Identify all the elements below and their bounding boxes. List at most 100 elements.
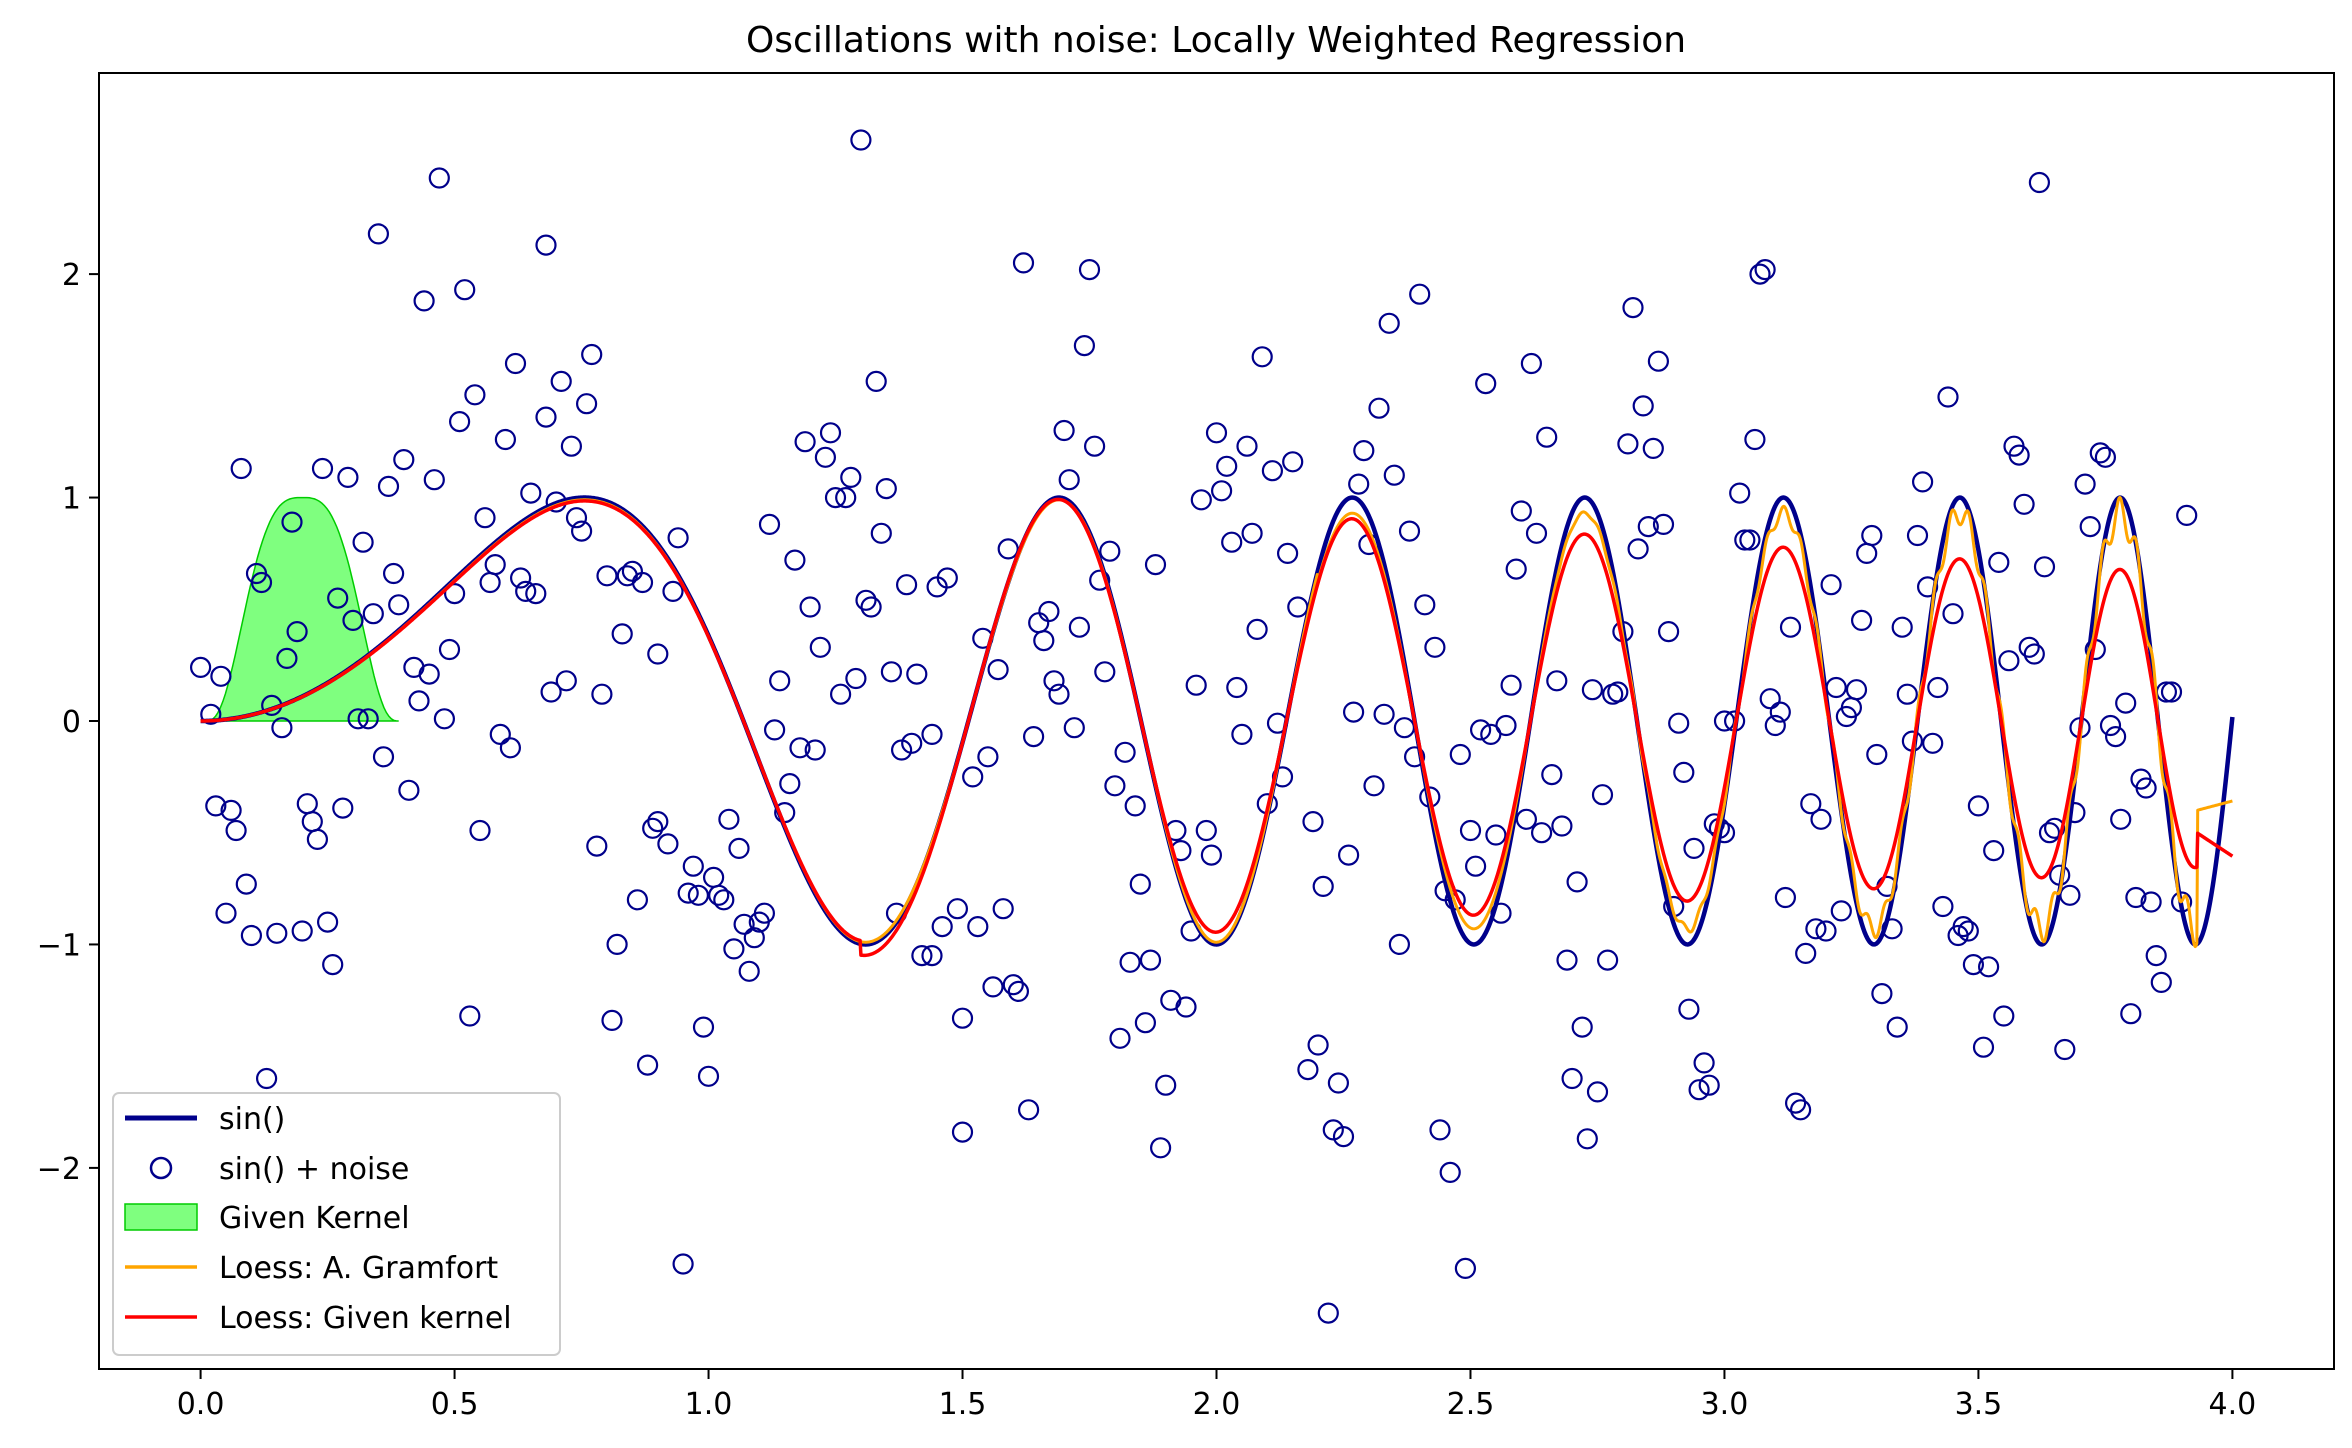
noise-point xyxy=(388,594,410,616)
noise-point xyxy=(931,915,953,938)
noise-point xyxy=(1078,259,1101,281)
y-tick-label: 2 xyxy=(62,258,81,293)
noise-point xyxy=(718,808,740,830)
noise-point xyxy=(1637,515,1659,538)
noise-point xyxy=(1647,350,1670,372)
noise-point xyxy=(906,663,928,685)
noise-point xyxy=(1134,1012,1157,1034)
noise-point xyxy=(2023,643,2045,665)
x-tick-label: 3.5 xyxy=(1955,1387,2003,1422)
noise-point xyxy=(1622,297,1644,319)
noise-point xyxy=(601,1009,623,1032)
noise-point xyxy=(1104,775,1126,797)
noise-point xyxy=(1520,352,1543,375)
noise-point xyxy=(1932,895,1954,918)
noise-point xyxy=(1241,522,1263,544)
noise-point xyxy=(469,819,491,842)
noise-point xyxy=(636,1054,659,1076)
noise-point xyxy=(281,511,303,533)
noise-point xyxy=(1561,1067,1583,1090)
noise-point xyxy=(235,873,257,895)
noise-point xyxy=(520,482,542,504)
noise-point xyxy=(1779,616,1802,638)
noise-point xyxy=(2160,681,2183,703)
noise-point xyxy=(946,898,969,920)
noise-point xyxy=(1627,538,1649,560)
noise-point xyxy=(860,596,882,618)
noise-point xyxy=(1678,998,1700,1020)
noise-point xyxy=(372,746,395,768)
noise-point xyxy=(870,522,892,544)
noise-point xyxy=(677,882,699,904)
noise-point xyxy=(829,683,852,705)
noise-point xyxy=(1403,746,1426,768)
noise-point xyxy=(799,596,821,618)
noise-point xyxy=(1952,915,1974,938)
noise-point xyxy=(779,772,801,795)
noise-point xyxy=(489,723,511,746)
legend-kernel-swatch xyxy=(124,1203,198,1231)
noise-point xyxy=(1353,440,1375,462)
noise-point xyxy=(1546,670,1568,692)
noise-point xyxy=(2150,971,2172,994)
noise-point xyxy=(2110,808,2132,830)
noise-point xyxy=(581,343,603,366)
noise-point xyxy=(200,703,222,725)
noise-point xyxy=(423,469,445,491)
noise-point xyxy=(494,428,516,451)
noise-point xyxy=(1236,435,1258,457)
noise-point xyxy=(560,435,583,457)
noise-point xyxy=(697,1065,720,1087)
noise-point xyxy=(1749,263,1771,285)
noise-point xyxy=(1475,373,1497,395)
noise-point xyxy=(240,924,262,947)
noise-point xyxy=(1414,594,1436,616)
noise-point xyxy=(1216,455,1238,477)
noise-point xyxy=(911,944,933,967)
noise-point xyxy=(2120,1003,2142,1025)
noise-point xyxy=(550,370,572,392)
x-tick-label: 2.0 xyxy=(1193,1387,1241,1422)
noise-point xyxy=(1155,1074,1177,1096)
noise-point xyxy=(1683,837,1705,860)
noise-point xyxy=(484,553,506,576)
noise-point xyxy=(367,223,389,245)
noise-point xyxy=(1673,761,1695,784)
noise-point xyxy=(591,683,613,705)
noise-point xyxy=(1048,683,1070,705)
noise-point xyxy=(901,732,923,754)
loess-layer xyxy=(199,497,2234,958)
noise-point xyxy=(1409,283,1431,305)
noise-point xyxy=(1073,335,1096,357)
noise-point xyxy=(1185,674,1207,696)
x-tick-label: 1.0 xyxy=(685,1387,733,1422)
noise-point xyxy=(758,513,781,536)
noise-point xyxy=(1911,471,1934,493)
noise-point xyxy=(1485,824,1507,846)
noise-point xyxy=(1424,636,1446,658)
noise-point xyxy=(1083,435,1106,457)
noise-point xyxy=(230,457,252,480)
noise-point xyxy=(276,647,298,670)
noise-point xyxy=(322,953,344,976)
noise-point xyxy=(1586,1081,1609,1103)
noise-point xyxy=(1830,900,1852,922)
noise-point xyxy=(1038,600,1060,623)
x-tick-label: 4.0 xyxy=(2209,1387,2257,1422)
noise-point xyxy=(769,670,791,692)
noise-point xyxy=(1261,460,1284,482)
noise-point xyxy=(1144,553,1167,576)
noise-point xyxy=(1089,569,1111,591)
noise-point xyxy=(210,665,232,687)
noise-point xyxy=(2074,473,2096,495)
noise-point xyxy=(1500,674,1522,696)
noise-point xyxy=(1642,437,1664,459)
plot-area xyxy=(190,129,2235,1324)
noise-point xyxy=(2135,777,2157,799)
noise-point xyxy=(428,167,450,189)
noise-point xyxy=(1068,616,1091,638)
noise-point xyxy=(1525,522,1548,544)
noise-point xyxy=(454,279,476,301)
noise-point xyxy=(1754,259,1776,281)
noise-point xyxy=(1906,524,1929,547)
